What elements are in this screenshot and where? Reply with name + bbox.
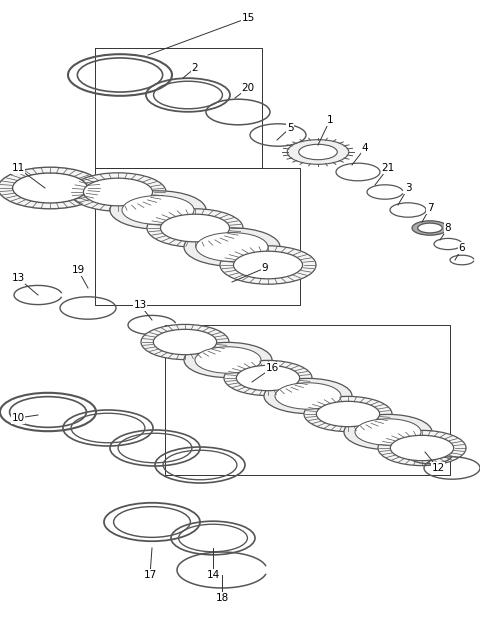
Ellipse shape	[378, 431, 466, 466]
Text: 16: 16	[265, 363, 278, 373]
Text: 21: 21	[382, 163, 395, 173]
Text: 19: 19	[72, 265, 84, 275]
Ellipse shape	[110, 191, 206, 229]
Text: 8: 8	[444, 223, 451, 233]
Ellipse shape	[233, 251, 302, 279]
Text: 11: 11	[12, 163, 24, 173]
Text: 13: 13	[133, 300, 146, 310]
Text: 15: 15	[241, 13, 254, 23]
Ellipse shape	[344, 414, 432, 449]
Text: 12: 12	[432, 463, 444, 473]
Ellipse shape	[264, 378, 352, 414]
Ellipse shape	[220, 246, 316, 284]
Ellipse shape	[275, 382, 341, 409]
Ellipse shape	[70, 173, 166, 211]
Ellipse shape	[287, 139, 349, 164]
Text: 1: 1	[327, 115, 333, 125]
Ellipse shape	[390, 436, 454, 461]
Ellipse shape	[418, 223, 442, 233]
Ellipse shape	[304, 396, 392, 432]
Ellipse shape	[141, 324, 229, 359]
Text: 7: 7	[427, 203, 433, 213]
Ellipse shape	[184, 228, 280, 266]
Ellipse shape	[84, 178, 153, 206]
Text: 18: 18	[216, 593, 228, 603]
Ellipse shape	[316, 401, 380, 427]
Ellipse shape	[196, 232, 268, 261]
Text: 14: 14	[206, 570, 220, 580]
Ellipse shape	[160, 214, 229, 242]
Text: 2: 2	[192, 63, 198, 73]
Ellipse shape	[355, 419, 421, 445]
Ellipse shape	[184, 342, 272, 377]
Ellipse shape	[195, 347, 261, 373]
Text: 5: 5	[287, 123, 293, 133]
Text: 13: 13	[12, 273, 24, 283]
Text: 17: 17	[144, 570, 156, 580]
Ellipse shape	[236, 366, 300, 391]
Text: 20: 20	[241, 83, 254, 93]
Ellipse shape	[299, 144, 337, 160]
Ellipse shape	[153, 329, 216, 354]
Text: 9: 9	[262, 263, 268, 273]
Text: 3: 3	[405, 183, 411, 193]
Ellipse shape	[412, 221, 448, 235]
Text: 6: 6	[459, 243, 465, 253]
Ellipse shape	[147, 209, 243, 248]
Ellipse shape	[0, 168, 102, 209]
Text: 10: 10	[12, 413, 24, 423]
Ellipse shape	[12, 173, 87, 203]
Ellipse shape	[122, 196, 194, 224]
Ellipse shape	[224, 361, 312, 396]
Text: 4: 4	[362, 143, 368, 153]
